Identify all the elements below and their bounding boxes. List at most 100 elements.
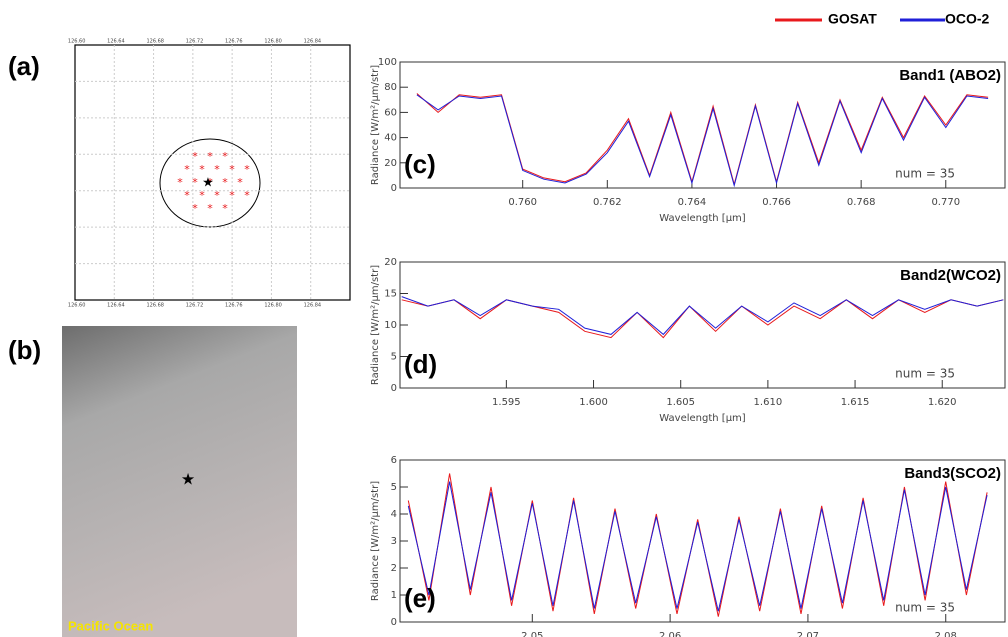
x-tick-label: 2.06 bbox=[659, 631, 681, 637]
x-tick-label: 1.595 bbox=[492, 397, 521, 408]
annotation: num = 35 bbox=[895, 167, 955, 181]
x-tick-label: 1.600 bbox=[579, 397, 608, 408]
spectrum-line bbox=[407, 473, 988, 617]
map-tick-label: 126.60 bbox=[68, 303, 86, 309]
sounding: * bbox=[177, 176, 183, 189]
x-axis-label: Wavelength [μm] bbox=[659, 213, 746, 224]
y-tick-label: 5 bbox=[391, 482, 397, 493]
y-tick-label: 5 bbox=[391, 352, 397, 363]
map-tick-label: 126.72 bbox=[186, 39, 204, 45]
x-tick-label: 0.764 bbox=[678, 197, 707, 208]
x-tick-label: 0.770 bbox=[931, 197, 960, 208]
map-tick-label: 126.64 bbox=[107, 39, 125, 45]
sounding: * bbox=[237, 176, 243, 189]
y-tick-label: 0 bbox=[391, 383, 397, 394]
sounding: * bbox=[229, 189, 235, 202]
spectrum-line bbox=[407, 481, 988, 612]
footprint bbox=[159, 138, 261, 228]
map-panel: *********************★ bbox=[74, 44, 351, 301]
x-axis-label: Wavelength [μm] bbox=[659, 413, 746, 424]
y-tick-label: 100 bbox=[378, 57, 397, 68]
x-tick-label: 1.620 bbox=[928, 397, 957, 408]
sounding: * bbox=[229, 163, 235, 176]
map-tick-label: 126.64 bbox=[107, 303, 125, 309]
y-axis-label: Radiance [W/m²/μm/str] bbox=[370, 65, 381, 185]
panel-label: (d) bbox=[404, 349, 437, 379]
panel-label: (c) bbox=[404, 149, 436, 179]
sounding: * bbox=[222, 202, 228, 215]
y-tick-label: 40 bbox=[384, 133, 397, 144]
x-tick-label: 0.760 bbox=[508, 197, 537, 208]
y-tick-label: 4 bbox=[391, 509, 397, 520]
map-tick-label: 126.80 bbox=[264, 39, 282, 45]
sounding: * bbox=[207, 202, 213, 215]
panel-label: (a) bbox=[8, 51, 40, 81]
y-axis-label: Radiance [W/m²/μm/str] bbox=[370, 265, 381, 385]
annotation: num = 35 bbox=[895, 367, 955, 381]
spectrum-line bbox=[416, 94, 989, 188]
y-tick-label: 6 bbox=[391, 455, 397, 466]
x-tick-label: 1.610 bbox=[754, 397, 783, 408]
y-tick-label: 10 bbox=[384, 320, 397, 331]
sounding: * bbox=[192, 202, 198, 215]
map-tick-label: 126.76 bbox=[225, 39, 243, 45]
panel-label: (e) bbox=[404, 583, 436, 613]
sounding: * bbox=[199, 163, 205, 176]
y-tick-label: 0 bbox=[391, 617, 397, 628]
sounding: * bbox=[244, 163, 250, 176]
annotation: num = 35 bbox=[895, 601, 955, 615]
map-tick-label: 126.68 bbox=[146, 303, 164, 309]
x-tick-label: 0.768 bbox=[847, 197, 876, 208]
map-tick-label: 126.72 bbox=[186, 303, 204, 309]
legend-label: GOSAT bbox=[828, 11, 877, 27]
map-tick-label: 126.60 bbox=[68, 39, 86, 45]
y-tick-label: 20 bbox=[384, 158, 397, 169]
chart-title: Band1 (ABO2) bbox=[899, 67, 1001, 84]
x-tick-label: 2.08 bbox=[935, 631, 957, 637]
sounding: * bbox=[214, 189, 220, 202]
sounding: * bbox=[192, 150, 198, 163]
star: ★ bbox=[202, 176, 214, 191]
x-tick-label: 2.05 bbox=[521, 631, 543, 637]
plot-frame bbox=[399, 61, 1006, 189]
sounding: * bbox=[222, 176, 228, 189]
caption: Pacific Ocean bbox=[68, 618, 153, 633]
sounding: * bbox=[207, 150, 213, 163]
sounding: * bbox=[222, 150, 228, 163]
x-tick-label: 1.605 bbox=[666, 397, 695, 408]
y-tick-label: 15 bbox=[384, 289, 397, 300]
x-tick-label: 0.766 bbox=[762, 197, 791, 208]
y-tick-label: 3 bbox=[391, 536, 397, 547]
y-tick-label: 20 bbox=[384, 257, 397, 268]
sounding: * bbox=[192, 176, 198, 189]
chart-title: Band2(WCO2) bbox=[900, 267, 1001, 284]
satellite-image bbox=[62, 326, 297, 637]
legend-label: OCO-2 bbox=[945, 11, 990, 27]
y-tick-label: 0 bbox=[391, 183, 397, 194]
sounding: * bbox=[207, 176, 213, 189]
map-tick-label: 126.80 bbox=[264, 303, 282, 309]
y-tick-label: 2 bbox=[391, 563, 397, 574]
sounding: * bbox=[184, 189, 190, 202]
map-tick-label: 126.76 bbox=[225, 303, 243, 309]
map-tick-label: 126.84 bbox=[304, 39, 322, 45]
map-tick-label: 126.84 bbox=[304, 303, 322, 309]
map-tick-label: 126.68 bbox=[146, 39, 164, 45]
sounding: * bbox=[199, 189, 205, 202]
y-axis-label: Radiance [W/m²/μm/str] bbox=[370, 481, 381, 601]
chart-title: Band3(SCO2) bbox=[904, 465, 1001, 482]
y-tick-label: 60 bbox=[384, 107, 397, 118]
x-tick-label: 0.762 bbox=[593, 197, 622, 208]
star: ★ bbox=[181, 470, 195, 489]
spectrum-line bbox=[401, 296, 1004, 336]
x-tick-label: 2.07 bbox=[797, 631, 819, 637]
sounding: * bbox=[214, 163, 220, 176]
x-tick-label: 1.615 bbox=[841, 397, 870, 408]
y-tick-label: 1 bbox=[391, 590, 397, 601]
y-tick-label: 80 bbox=[384, 82, 397, 93]
panel-label: (b) bbox=[8, 335, 41, 365]
sounding: * bbox=[184, 163, 190, 176]
sounding: * bbox=[244, 189, 250, 202]
